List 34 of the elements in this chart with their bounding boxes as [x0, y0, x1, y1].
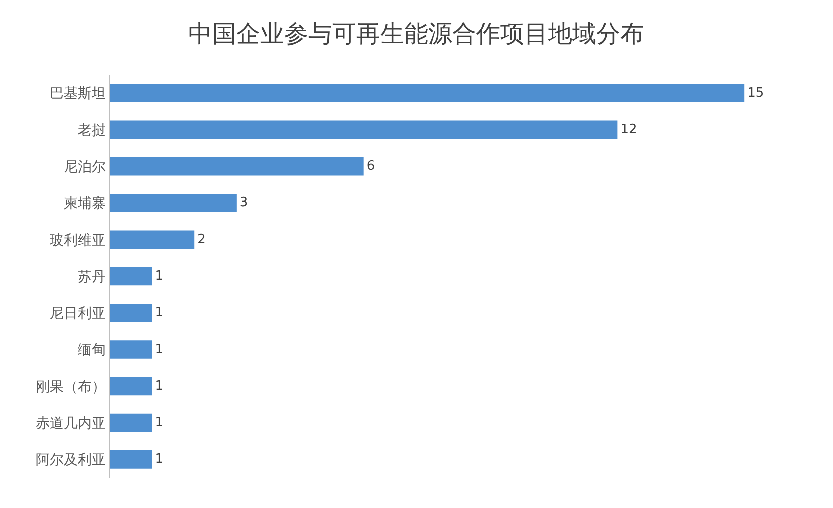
y-tick-label: 尼日利亚	[50, 306, 106, 322]
bar	[110, 267, 152, 286]
data-label: 1	[155, 416, 164, 431]
bar	[110, 157, 364, 176]
bar	[110, 377, 152, 396]
y-tick-label: 巴基斯坦	[50, 86, 106, 102]
bar	[110, 414, 152, 432]
data-label: 1	[155, 378, 164, 394]
bar	[110, 194, 237, 212]
data-label: 15	[748, 86, 764, 101]
y-tick-label: 老挝	[78, 122, 106, 139]
bar	[110, 230, 195, 250]
y-tick-label: 苏丹	[78, 269, 106, 286]
y-tick-label: 玻利维亚	[50, 232, 106, 249]
y-tick-label: 刚果（布）	[36, 379, 106, 396]
bar	[110, 340, 152, 359]
data-label: 1	[155, 342, 164, 358]
data-label: 1	[155, 306, 164, 321]
data-label: 6	[366, 159, 376, 174]
bar	[110, 304, 152, 322]
data-label: 12	[620, 122, 638, 138]
bar	[110, 84, 745, 102]
data-label: 1	[155, 452, 164, 468]
y-tick-label: 缅甸	[78, 342, 106, 359]
chart-title: 中国企业参与可再生能源合作项目地域分布	[188, 20, 644, 48]
y-tick-label: 赤道几内亚	[36, 416, 106, 432]
bar	[110, 120, 618, 140]
y-tick-label: 阿尔及利亚	[36, 452, 106, 469]
data-label: 2	[198, 232, 206, 248]
data-label: 3	[240, 196, 248, 211]
data-label: 1	[155, 269, 164, 284]
y-tick-label: 柬埔寨	[64, 196, 106, 212]
y-tick-label: 尼泊尔	[64, 159, 106, 176]
bar	[110, 450, 152, 469]
